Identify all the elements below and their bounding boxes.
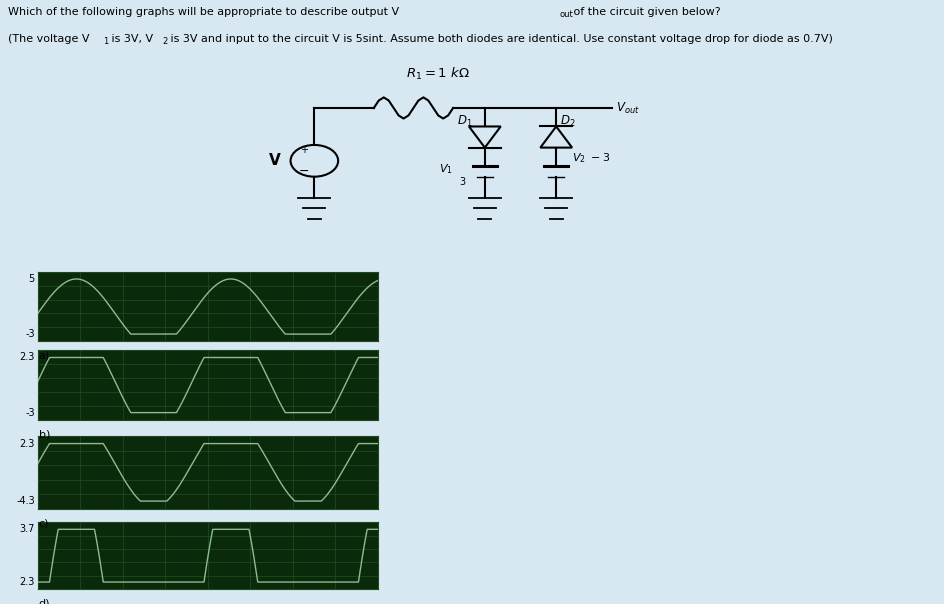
Text: b): b) [39, 429, 50, 440]
Text: is 3V, V: is 3V, V [108, 34, 153, 44]
Text: -3: -3 [25, 329, 35, 339]
Text: +: + [300, 145, 309, 155]
Text: 3: 3 [459, 177, 465, 187]
Text: of the circuit given below?: of the circuit given below? [570, 7, 720, 17]
Text: $D_2$: $D_2$ [560, 114, 576, 129]
Text: $D_1$: $D_1$ [457, 114, 473, 129]
Text: a): a) [39, 351, 50, 361]
Text: 2.3: 2.3 [20, 577, 35, 587]
Text: −: − [299, 165, 310, 178]
Text: Which of the following graphs will be appropriate to describe output V: Which of the following graphs will be ap… [8, 7, 399, 17]
Text: (The voltage V: (The voltage V [8, 34, 90, 44]
Text: d): d) [39, 599, 50, 604]
Text: 3.7: 3.7 [20, 524, 35, 535]
Text: is 3V and input to the circuit V is 5sint. Assume both diodes are identical. Use: is 3V and input to the circuit V is 5sin… [167, 34, 833, 44]
Text: -3: -3 [25, 408, 35, 417]
Text: $R_1=1\ k\Omega$: $R_1=1\ k\Omega$ [406, 66, 469, 82]
Text: $V_{out}$: $V_{out}$ [615, 100, 639, 115]
Text: out: out [560, 10, 574, 19]
Text: c): c) [39, 518, 49, 528]
Text: 2.3: 2.3 [20, 439, 35, 449]
Text: V: V [269, 153, 280, 169]
Text: 2: 2 [162, 37, 167, 47]
Text: 2.3: 2.3 [20, 353, 35, 362]
Text: 5: 5 [28, 274, 35, 284]
Text: 1: 1 [103, 37, 109, 47]
Text: -4.3: -4.3 [16, 496, 35, 506]
Text: $V_2\ -3$: $V_2\ -3$ [572, 151, 611, 165]
Text: $V_1$: $V_1$ [439, 162, 453, 176]
